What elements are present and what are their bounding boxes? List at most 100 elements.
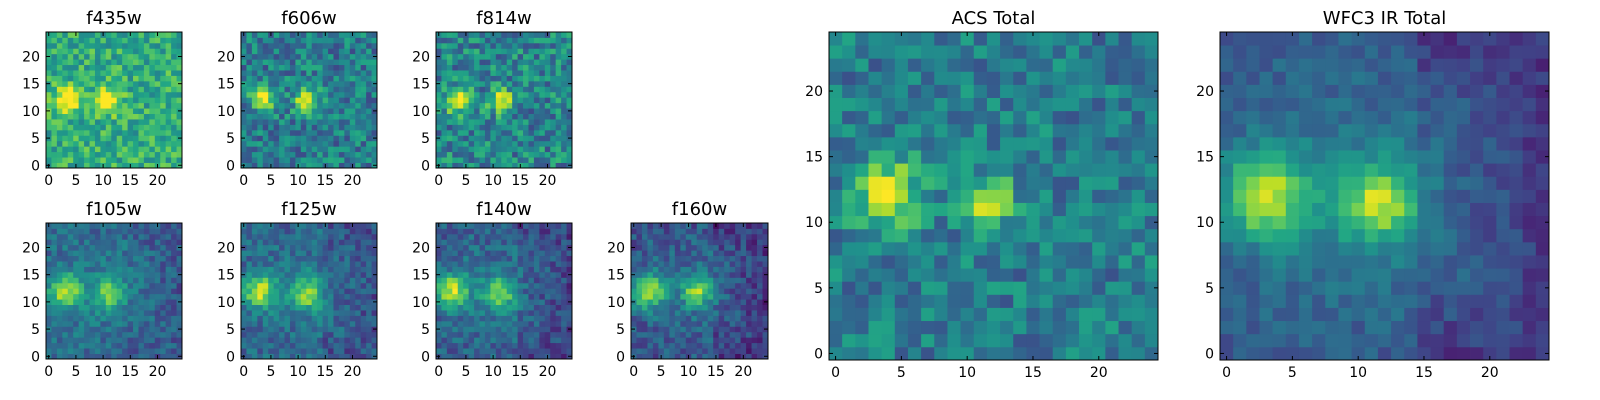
heatmap-cell (279, 255, 285, 262)
heatmap-cell (555, 59, 562, 66)
x-tick-label: 0 (629, 364, 638, 380)
heatmap-cell (1039, 281, 1054, 295)
heatmap-cell (273, 239, 280, 246)
heatmap-cell (165, 326, 172, 333)
heatmap-cell (501, 255, 508, 262)
heatmap-cell (566, 70, 573, 76)
heatmap-cell (160, 277, 167, 284)
heatmap-cell (241, 348, 247, 354)
heatmap-cell (881, 255, 896, 269)
heatmap-cell (528, 86, 535, 93)
heatmap-cell (94, 129, 101, 136)
heatmap-cell (463, 228, 470, 235)
heatmap-cells (436, 223, 573, 360)
heatmap-cell (165, 271, 172, 278)
heatmap-cell (669, 315, 676, 322)
heatmap-cell (176, 233, 183, 240)
heatmap-cell (154, 53, 161, 60)
heatmap-cell (746, 228, 752, 235)
heatmap-cell (111, 80, 118, 87)
heatmap-cell (533, 86, 540, 93)
heatmap-cell (468, 299, 475, 305)
heatmap-cell (1131, 255, 1146, 269)
heatmap-cell (539, 282, 546, 289)
heatmap-cell (512, 228, 518, 235)
heatmap-cell (740, 315, 747, 322)
heatmap-cell (533, 244, 540, 251)
heatmap-cell (539, 233, 546, 240)
heatmap-cell (122, 32, 128, 38)
heatmap-cell (317, 315, 323, 322)
heatmap-cell (116, 331, 123, 338)
heatmap-cell (555, 293, 562, 300)
heatmap-cell (680, 239, 687, 246)
heatmap-cell (680, 250, 687, 257)
heatmap-cell (463, 239, 470, 246)
heatmap-cell (566, 233, 573, 240)
heatmap-cell (506, 228, 513, 235)
heatmap-cell (528, 75, 535, 82)
heatmap-cell (652, 310, 659, 316)
heatmap-cell (468, 282, 475, 289)
heatmap-cell (89, 97, 96, 104)
heatmap-cell (479, 129, 486, 136)
heatmap-cell (468, 288, 475, 295)
heatmap-cell (366, 48, 372, 55)
heatmap-cell (550, 48, 557, 55)
heatmap-cell (116, 146, 123, 153)
x-tick-label: 20 (344, 364, 362, 380)
heatmap-cell (436, 124, 442, 131)
heatmap-cell (51, 135, 58, 142)
heatmap-cell (729, 282, 736, 289)
heatmap-cell (306, 124, 313, 131)
heatmap-cell (457, 266, 464, 273)
heatmap-cell (479, 162, 486, 169)
heatmap-cell (262, 59, 269, 66)
heatmap-cell (566, 113, 573, 120)
heatmap-cell (696, 244, 703, 251)
heatmap-cell (907, 320, 922, 335)
heatmap-cell (512, 239, 518, 246)
heatmap-cell (317, 37, 323, 44)
heatmap-cell (171, 299, 177, 305)
heatmap-cell (295, 266, 302, 273)
heatmap-cell (1131, 320, 1146, 335)
heatmap-cell (366, 37, 372, 44)
heatmap-cell (333, 113, 340, 120)
heatmap-cell (446, 42, 453, 49)
heatmap-cell (284, 239, 291, 246)
heatmap-cell (268, 97, 275, 104)
heatmap-cell (289, 288, 296, 295)
heatmap-cell (51, 32, 58, 38)
heatmap-cell (512, 37, 518, 44)
heatmap-cell (257, 113, 264, 120)
heatmap-cell (740, 266, 747, 273)
heatmap-cell (116, 326, 123, 333)
heatmap-cell (713, 239, 720, 246)
heatmap-cell (468, 108, 475, 114)
heatmap-cell (528, 337, 535, 344)
heatmap-cell (360, 124, 367, 131)
x-tick-label: 10 (680, 364, 698, 380)
heatmap-cell (149, 331, 156, 338)
y-tick-label: 0 (226, 349, 235, 365)
heatmap-cell (479, 353, 486, 360)
heatmap-cell (262, 42, 269, 49)
heatmap-cell (133, 124, 139, 131)
heatmap-cell (479, 91, 486, 98)
heatmap-cell (89, 266, 96, 273)
panel-title: f105w (86, 199, 141, 220)
heatmap-cell (528, 97, 535, 104)
heatmap-cell (713, 277, 720, 284)
heatmap-cell (51, 48, 58, 55)
heatmap-cell (149, 48, 156, 55)
heatmap-cell (328, 233, 334, 240)
heatmap-cell (300, 288, 307, 295)
heatmap-cell (251, 337, 258, 344)
heatmap-cell (289, 124, 296, 131)
heatmap-cell (986, 202, 1001, 217)
heatmap-cell (457, 310, 464, 316)
heatmap-cell (338, 331, 345, 338)
heatmap-cell (490, 53, 497, 60)
